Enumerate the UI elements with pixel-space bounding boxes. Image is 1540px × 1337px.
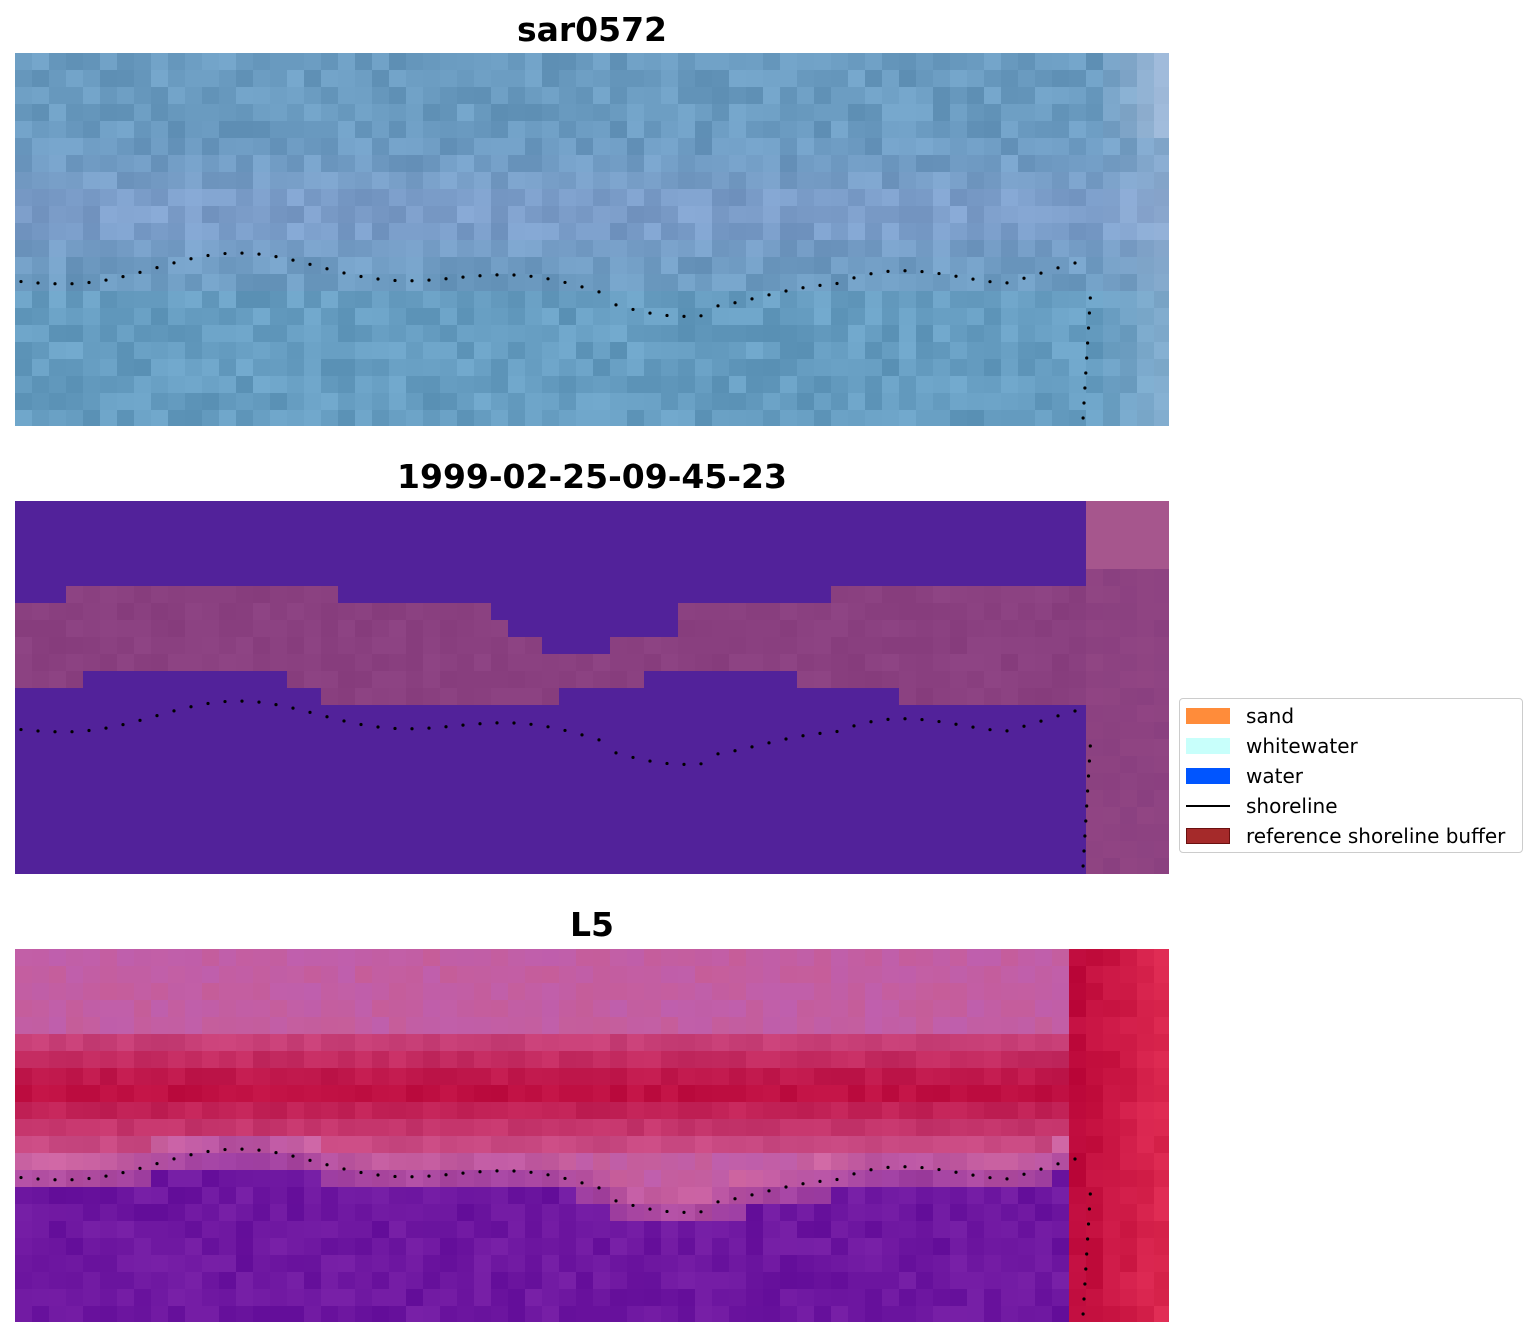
legend-item-buffer: reference shoreline buffer [1186, 823, 1505, 849]
classification-panel [15, 501, 1169, 874]
panel-title-date: 1999-02-25-09-45-23 [397, 457, 787, 496]
legend-item-shoreline: shoreline [1186, 793, 1338, 819]
legend-label-water: water [1246, 764, 1303, 788]
raster-cells [15, 949, 1169, 1322]
water-swatch [1186, 768, 1230, 784]
shoreline-dots [19, 251, 1092, 420]
whitewater-swatch [1186, 738, 1230, 754]
shoreline-dots [19, 699, 1092, 868]
shoreline-dots [19, 1147, 1092, 1316]
sand-swatch [1186, 708, 1230, 724]
legend-item-whitewater: whitewater [1186, 733, 1358, 759]
index-image-panel [15, 949, 1169, 1322]
raster-cells [15, 501, 1169, 874]
raster-cells [15, 53, 1169, 426]
panel-title-sensor: L5 [570, 905, 614, 944]
shoreline-line-swatch [1186, 805, 1230, 807]
legend-label-sand: sand [1246, 704, 1295, 728]
legend-item-water: water [1186, 763, 1303, 789]
legend: sand whitewater water shoreline referenc… [1179, 698, 1523, 853]
buffer-swatch [1186, 828, 1230, 844]
legend-label-buffer: reference shoreline buffer [1246, 824, 1506, 848]
legend-label-whitewater: whitewater [1246, 734, 1358, 758]
panel-title-sar: sar0572 [516, 10, 668, 49]
legend-label-shoreline: shoreline [1246, 794, 1338, 818]
legend-item-sand: sand [1186, 703, 1294, 729]
sar-image-panel [15, 53, 1169, 426]
